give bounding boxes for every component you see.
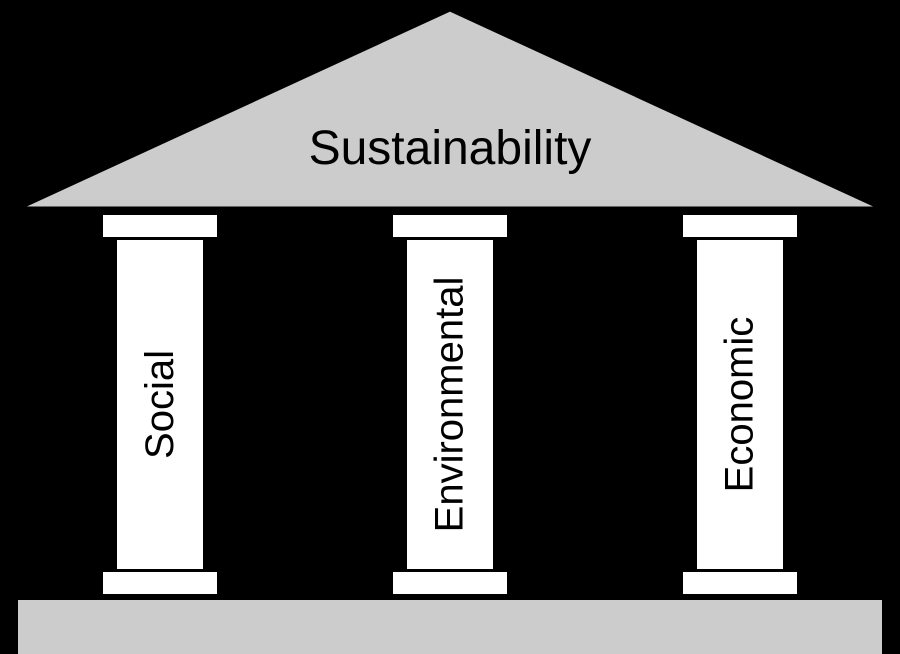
- pillar-cap-bottom: [390, 569, 510, 597]
- pillar-label-environmental: Environmental: [428, 277, 473, 533]
- roof-pediment: Sustainability: [0, 8, 900, 208]
- pillar-shaft: Social: [114, 240, 206, 569]
- pillar-label-social: Social: [138, 350, 183, 459]
- pillar-cap-top: [100, 212, 220, 240]
- pillar-cap-top: [390, 212, 510, 240]
- foundation-base: [18, 597, 882, 654]
- pillar-shaft: Environmental: [404, 240, 496, 569]
- roof-triangle: [20, 10, 880, 208]
- pillar-shaft: Economic: [694, 240, 786, 569]
- pillar-label-economic: Economic: [718, 317, 763, 493]
- pillar-cap-bottom: [680, 569, 800, 597]
- roof-title: Sustainability: [0, 121, 900, 176]
- pillar-cap-top: [680, 212, 800, 240]
- pillar-cap-bottom: [100, 569, 220, 597]
